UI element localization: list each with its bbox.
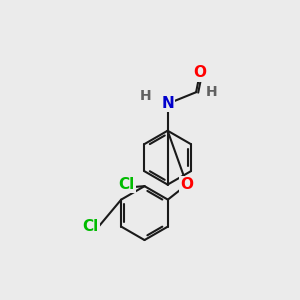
Text: O: O bbox=[194, 65, 206, 80]
Text: Cl: Cl bbox=[82, 220, 99, 235]
Text: H: H bbox=[140, 89, 152, 103]
Text: O: O bbox=[180, 177, 194, 192]
Text: H: H bbox=[206, 85, 217, 99]
Text: N: N bbox=[161, 96, 174, 111]
Text: Cl: Cl bbox=[119, 177, 135, 192]
